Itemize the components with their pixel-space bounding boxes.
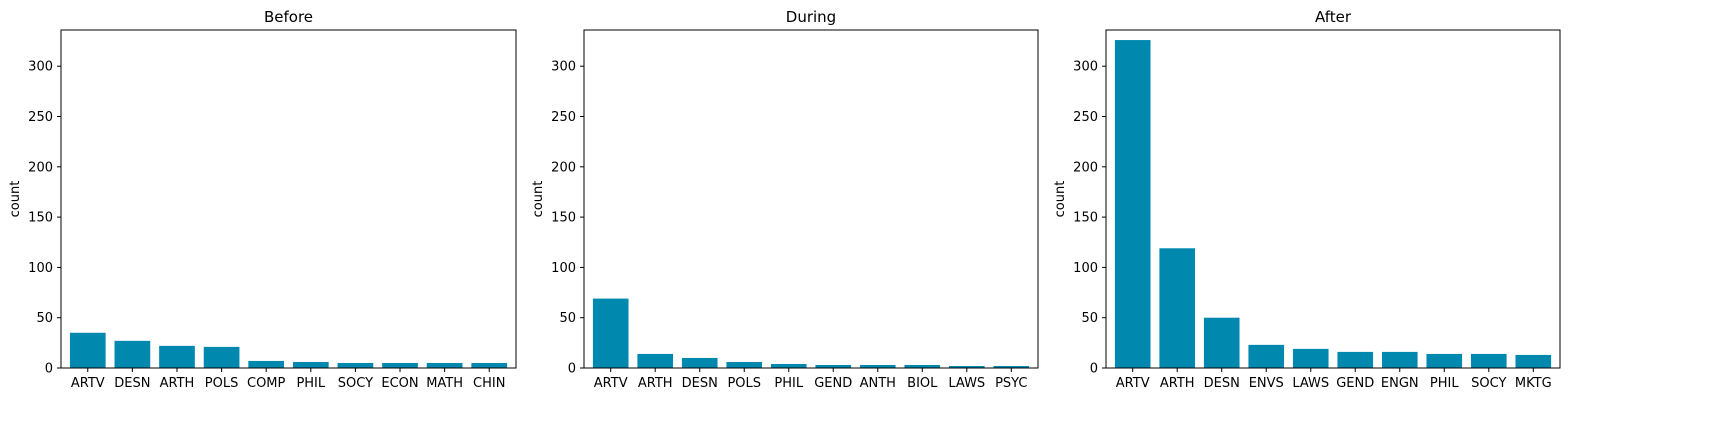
bar-psyc bbox=[993, 365, 1030, 368]
bar-econ bbox=[382, 362, 418, 368]
x-tick-label: LAWS bbox=[948, 376, 985, 391]
y-tick-label: 50 bbox=[1081, 311, 1098, 326]
y-tick-label: 150 bbox=[28, 211, 53, 226]
bar-pols bbox=[726, 361, 763, 368]
bar-laws bbox=[948, 365, 985, 368]
x-tick-label: CHIN bbox=[473, 376, 505, 391]
x-tick-label: PSYC bbox=[995, 376, 1027, 391]
x-tick-label: DESN bbox=[114, 376, 150, 391]
y-tick-label: 0 bbox=[1090, 362, 1098, 377]
y-axis-label: count bbox=[531, 181, 546, 218]
x-tick-label: SOCY bbox=[338, 376, 373, 391]
x-tick-label: ARTV bbox=[71, 376, 105, 391]
x-tick-label: ARTH bbox=[160, 376, 195, 391]
bar-envs bbox=[1248, 344, 1285, 368]
bar-comp bbox=[248, 360, 285, 368]
bar-pols bbox=[203, 346, 240, 369]
x-tick-label: ARTV bbox=[594, 376, 628, 391]
bar-mktg bbox=[1515, 354, 1552, 368]
x-tick-label: LAWS bbox=[1292, 376, 1329, 391]
x-tick-label: MKTG bbox=[1515, 376, 1552, 391]
y-tick-label: 300 bbox=[1073, 60, 1098, 75]
y-axis-label: count bbox=[8, 181, 23, 218]
x-tick-label: ENGN bbox=[1381, 376, 1419, 391]
y-tick-label: 200 bbox=[1073, 160, 1098, 175]
axes-frame bbox=[60, 29, 517, 369]
x-tick-label: POLS bbox=[727, 376, 761, 391]
y-tick-label: 50 bbox=[559, 311, 576, 326]
bar-arth bbox=[1159, 248, 1196, 368]
x-tick-label: ARTH bbox=[1160, 376, 1195, 391]
y-tick-label: 150 bbox=[1073, 211, 1098, 226]
bar-gend bbox=[1337, 351, 1374, 368]
x-tick-label: ARTV bbox=[1116, 376, 1150, 391]
chart-title: During bbox=[786, 8, 836, 26]
bar-phil bbox=[770, 363, 807, 368]
x-tick-label: MATH bbox=[426, 376, 463, 391]
x-tick-label: PHIL bbox=[1430, 376, 1459, 391]
bar-desn bbox=[681, 357, 718, 368]
y-tick-label: 300 bbox=[551, 60, 576, 75]
bar-desn bbox=[114, 340, 151, 368]
y-tick-label: 250 bbox=[551, 110, 576, 125]
bar-laws bbox=[1292, 348, 1329, 368]
x-tick-label: ENVS bbox=[1249, 376, 1284, 391]
y-tick-label: 100 bbox=[551, 261, 576, 276]
x-tick-label: DESN bbox=[682, 376, 718, 391]
y-tick-label: 0 bbox=[45, 362, 53, 377]
bar-engn bbox=[1381, 351, 1418, 368]
x-tick-label: COMP bbox=[247, 376, 286, 391]
bar-phil bbox=[292, 361, 329, 368]
bar-arth bbox=[159, 345, 195, 368]
y-tick-label: 300 bbox=[28, 60, 53, 75]
x-tick-label: SOCY bbox=[1471, 376, 1506, 391]
x-tick-label: ANTH bbox=[860, 376, 896, 391]
y-tick-label: 100 bbox=[1073, 261, 1098, 276]
chart-panel-2: 0 50 100 150 200 250 300 ARTV ARTH DESN POLS PHIL GE… bbox=[531, 8, 1039, 391]
bar-artv bbox=[1114, 40, 1151, 369]
x-tick-label: PHIL bbox=[774, 376, 803, 391]
x-tick-label: ARTH bbox=[638, 376, 673, 391]
x-tick-label: GEND bbox=[814, 376, 852, 391]
bar-socy bbox=[1470, 353, 1507, 368]
bar-anth bbox=[859, 364, 896, 368]
bar-desn bbox=[1203, 317, 1240, 368]
axes-frame bbox=[583, 29, 1039, 369]
y-tick-label: 200 bbox=[28, 160, 53, 175]
bar-gend bbox=[815, 364, 852, 368]
y-axis-label: count bbox=[1053, 181, 1068, 218]
axes-frame bbox=[1105, 29, 1561, 369]
y-tick-label: 250 bbox=[1073, 110, 1098, 125]
bar-arth bbox=[637, 353, 674, 368]
x-tick-label: PHIL bbox=[296, 376, 325, 391]
y-tick-label: 250 bbox=[28, 110, 53, 125]
y-tick-label: 0 bbox=[568, 362, 576, 377]
bar-socy bbox=[337, 362, 374, 368]
x-tick-label: BIOL bbox=[907, 376, 938, 391]
x-tick-label: ECON bbox=[381, 376, 418, 391]
y-tick-label: 200 bbox=[551, 160, 576, 175]
x-tick-label: GEND bbox=[1336, 376, 1374, 391]
bar-math bbox=[426, 362, 463, 368]
bar-biol bbox=[904, 364, 941, 368]
chart-title: Before bbox=[264, 8, 313, 26]
chart-panel-1: 0 50 100 150 200 250 300 ARTV DESN ARTH POLS COMP PH… bbox=[8, 8, 517, 391]
bar-phil bbox=[1426, 353, 1463, 368]
y-tick-label: 50 bbox=[36, 311, 53, 326]
chart-panel-3: 0 50 100 150 200 250 300 ARTV ARTH DESN ENVS LAWS GE… bbox=[1053, 8, 1561, 391]
bar-artv bbox=[69, 332, 106, 368]
y-tick-label: 150 bbox=[551, 211, 576, 226]
y-tick-label: 100 bbox=[28, 261, 53, 276]
x-tick-label: POLS bbox=[205, 376, 239, 391]
bar-chin bbox=[471, 362, 508, 368]
x-tick-label: DESN bbox=[1204, 376, 1240, 391]
chart-title: After bbox=[1315, 8, 1352, 26]
bar-artv bbox=[592, 298, 629, 368]
